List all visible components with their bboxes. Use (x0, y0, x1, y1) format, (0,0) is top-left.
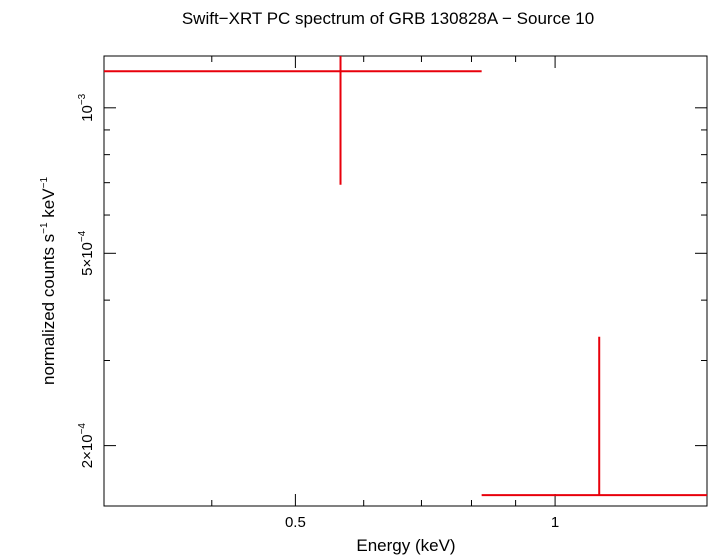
y-tick-label-base: 10 (79, 105, 96, 122)
y-tick-label: 10−3 (77, 93, 96, 122)
axis-ticks (103, 56, 707, 506)
y-axis-label-mid: keV (39, 188, 58, 223)
y-tick-labels: 10−35×10−42×10−4 (77, 93, 96, 468)
y-tick-label-exponent: −4 (77, 230, 88, 242)
plot-frame (103, 55, 708, 507)
y-axis-label: normalized counts s−1 keV−1 (39, 177, 58, 385)
y-tick-label: 5×10−4 (77, 230, 96, 276)
chart-title: Swift−XRT PC spectrum of GRB 130828A − S… (182, 9, 594, 28)
y-axis-label-sup1: −1 (39, 222, 50, 234)
data-series (104, 56, 707, 497)
y-tick-label-exponent: −4 (77, 423, 88, 435)
y-axis-label-sup2: −1 (39, 177, 50, 189)
x-axis-label: Energy (keV) (356, 536, 455, 555)
y-tick-label: 2×10−4 (77, 423, 96, 469)
x-tick-label: 1 (551, 514, 559, 531)
y-axis-label-main: normalized counts s (39, 234, 58, 385)
x-tick-label: 0.5 (285, 514, 306, 531)
y-tick-label-exponent: −3 (77, 93, 88, 105)
x-tick-labels: 0.5 1 (285, 514, 559, 531)
y-tick-label-base: 5×10 (79, 242, 96, 276)
y-tick-label-base: 2×10 (79, 434, 96, 468)
